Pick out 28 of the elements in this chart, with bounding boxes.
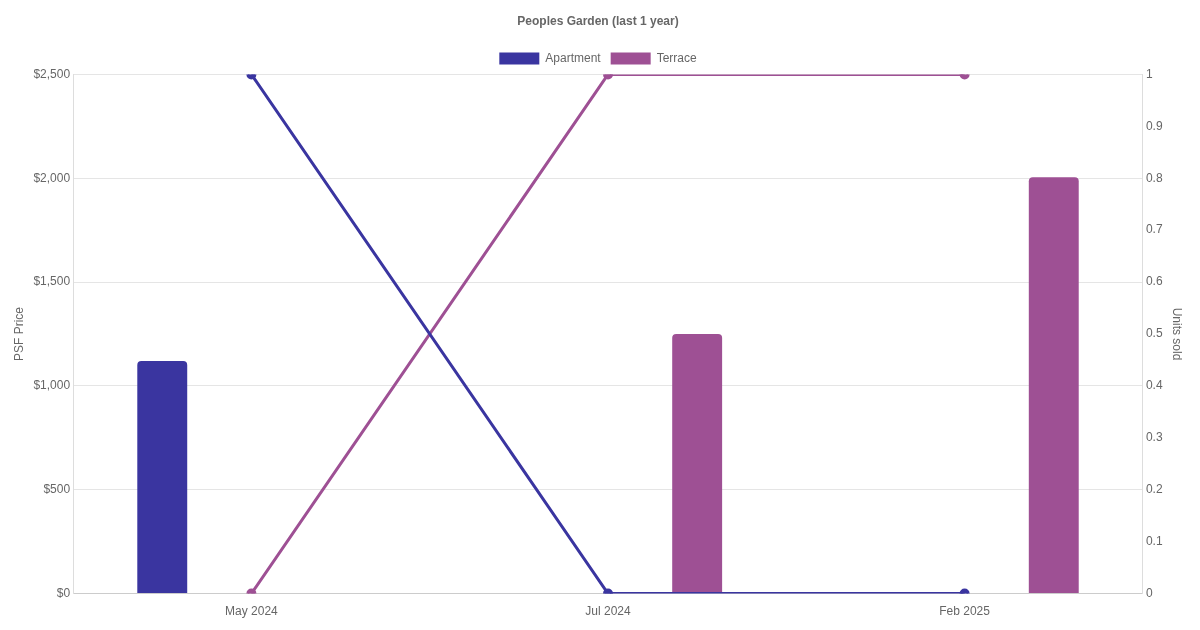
- y-axis-title: PSF Price: [11, 306, 26, 362]
- y2-tick-label: 0.1: [1145, 533, 1163, 548]
- y2-tick-label: 0.6: [1145, 274, 1163, 289]
- y2-tick-label: 1: [1145, 66, 1153, 81]
- y2-tick-label: 0.9: [1145, 118, 1163, 133]
- legend-label: Terrace: [656, 50, 698, 65]
- y2-axis-title: Units sold: [1170, 307, 1185, 361]
- legend-label: Apartment: [545, 50, 602, 65]
- bar: [137, 361, 188, 594]
- y2-tick-label: 0: [1145, 585, 1153, 600]
- y-tick-label: $0: [56, 585, 71, 600]
- y2-tick-label: 0.7: [1145, 222, 1163, 237]
- y-tick-label: $2,000: [33, 170, 71, 185]
- x-tick-label: Jul 2024: [585, 604, 632, 619]
- y2-tick-label: 0.2: [1145, 482, 1163, 497]
- y-tick-label: $1,000: [33, 378, 71, 393]
- y2-tick-label: 0.3: [1145, 430, 1163, 445]
- x-tick-label: Feb 2025: [939, 604, 991, 619]
- y-tick-label: $1,500: [33, 274, 71, 289]
- y2-tick-label: 0.5: [1145, 326, 1163, 341]
- x-tick-label: May 2024: [225, 604, 279, 619]
- bar: [672, 334, 723, 594]
- chart-title: Peoples Garden (last 1 year): [517, 13, 679, 28]
- y2-tick-label: 0.4: [1145, 378, 1163, 393]
- y-tick-label: $2,500: [33, 66, 71, 81]
- y2-tick-label: 0.8: [1145, 170, 1163, 185]
- y-tick-label: $500: [43, 482, 71, 497]
- bar: [1028, 177, 1079, 594]
